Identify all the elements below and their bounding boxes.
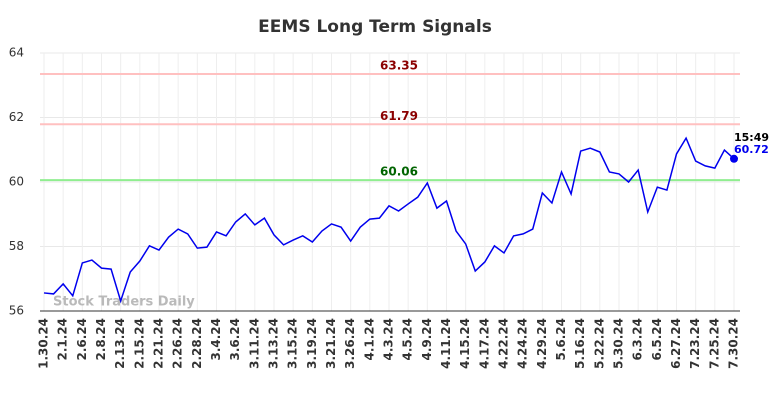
x-tick-label: 4.3.24 bbox=[382, 318, 396, 361]
y-tick-label: 64 bbox=[9, 46, 24, 60]
x-tick-label: 7.30.24 bbox=[727, 318, 741, 369]
x-tick-label: 2.13.24 bbox=[113, 318, 127, 369]
x-tick-label: 1.30.24 bbox=[37, 318, 51, 369]
x-tick-label: 3.11.24 bbox=[247, 318, 261, 369]
watermark: Stock Traders Daily bbox=[53, 295, 195, 310]
x-tick-label: 2.15.24 bbox=[132, 318, 146, 369]
x-tick-label: 3.6.24 bbox=[228, 318, 242, 361]
y-tick-label: 56 bbox=[9, 304, 24, 318]
x-tick-label: 4.5.24 bbox=[401, 318, 415, 361]
y-tick-label: 60 bbox=[9, 175, 24, 189]
x-tick-label: 7.23.24 bbox=[688, 318, 702, 369]
x-tick-label: 4.15.24 bbox=[458, 318, 472, 369]
x-tick-label: 4.17.24 bbox=[477, 318, 491, 369]
x-tick-label: 7.25.24 bbox=[707, 318, 721, 369]
last-time: 15:49 bbox=[734, 131, 769, 144]
x-tick-label: 3.19.24 bbox=[305, 318, 319, 369]
x-tick-label: 3.26.24 bbox=[343, 318, 357, 369]
x-tick-label: 4.29.24 bbox=[535, 318, 549, 369]
x-tick-label: 5.6.24 bbox=[554, 318, 568, 361]
x-tick-label: 4.22.24 bbox=[497, 318, 511, 369]
y-tick-label: 58 bbox=[9, 239, 24, 253]
x-tick-label: 4.11.24 bbox=[439, 318, 453, 369]
y-tick-label: 62 bbox=[9, 110, 24, 124]
x-tick-label: 5.16.24 bbox=[573, 318, 587, 369]
signal-label: 60.06 bbox=[380, 165, 418, 179]
x-tick-label: 3.21.24 bbox=[324, 318, 338, 369]
chart-title: EEMS Long Term Signals bbox=[258, 17, 492, 37]
x-tick-label: 4.9.24 bbox=[420, 318, 434, 361]
x-tick-label: 5.30.24 bbox=[612, 318, 626, 369]
x-tick-label: 6.3.24 bbox=[631, 318, 645, 361]
x-tick-label: 2.21.24 bbox=[152, 318, 166, 369]
x-tick-label: 2.26.24 bbox=[171, 318, 185, 369]
last-value: 60.72 bbox=[734, 143, 769, 156]
x-tick-label: 5.22.24 bbox=[592, 318, 606, 369]
x-tick-label: 4.1.24 bbox=[362, 318, 376, 361]
x-tick-label: 3.13.24 bbox=[267, 318, 281, 369]
x-tick-label: 3.15.24 bbox=[286, 318, 300, 369]
x-tick-label: 4.24.24 bbox=[516, 318, 530, 369]
signal-label: 63.35 bbox=[380, 58, 418, 72]
x-tick-label: 2.1.24 bbox=[56, 318, 70, 361]
x-tick-label: 3.4.24 bbox=[209, 318, 223, 361]
x-tick-label: 6.5.24 bbox=[650, 318, 664, 361]
last-point bbox=[730, 154, 738, 163]
x-tick-label: 2.28.24 bbox=[190, 318, 204, 369]
x-tick-label: 2.6.24 bbox=[75, 318, 89, 361]
signal-label: 61.79 bbox=[380, 109, 418, 123]
x-tick-label: 2.8.24 bbox=[94, 318, 108, 361]
x-tick-label: 6.27.24 bbox=[669, 318, 683, 369]
price-line bbox=[43, 136, 735, 304]
